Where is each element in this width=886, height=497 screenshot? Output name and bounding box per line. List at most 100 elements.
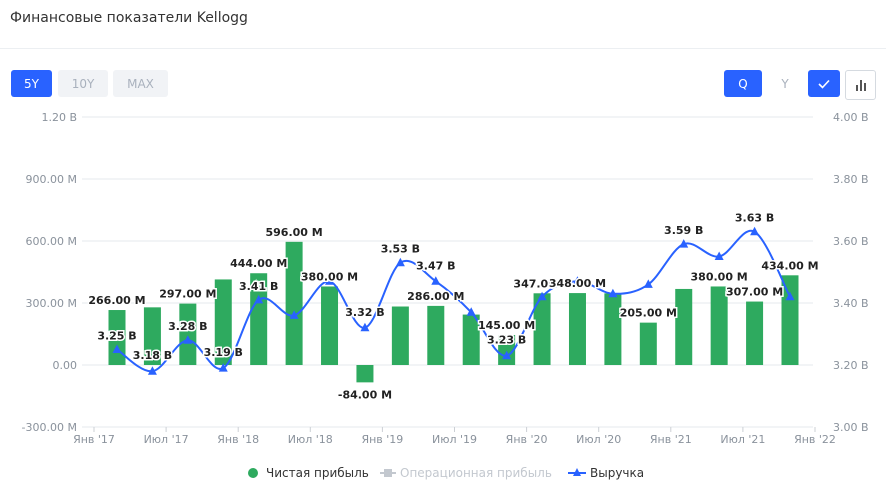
bar-value-label: 286.00 M xyxy=(407,290,464,303)
net-income-bar xyxy=(214,279,232,365)
net-income-bar xyxy=(781,275,799,365)
range-max-button[interactable]: MAX xyxy=(113,70,168,97)
legend-net-income-label: Чистая прибыль xyxy=(266,466,369,480)
net-income-bars xyxy=(108,241,799,383)
net-income-bar xyxy=(604,293,622,365)
data-labels: 266.00 M 297.00 M 444.00 M 596.00 M 380.00 M… xyxy=(87,210,820,403)
x-tick-label: Июл '19 xyxy=(432,433,477,446)
range-5y-button[interactable]: 5Y xyxy=(11,70,52,97)
y-left-tick-label: 600.00 M xyxy=(26,235,77,248)
y-right-tick-label: 3.60 B xyxy=(833,235,869,248)
revenue-series-line xyxy=(116,229,791,373)
revenue-point xyxy=(325,276,335,285)
revenue-line xyxy=(112,226,795,375)
x-tick-label: Июл '18 xyxy=(288,433,333,446)
bar-value-label: 348.00 M xyxy=(549,277,606,290)
revenue-point xyxy=(572,276,582,285)
bar-value-label: 380.00 M xyxy=(691,270,748,283)
period-yearly-button[interactable]: Y xyxy=(767,70,803,97)
bar-value-label: 347.00 M xyxy=(513,277,570,290)
revenue-value-label: 3.32 B xyxy=(345,306,384,319)
bar-value-label: 266.00 M xyxy=(88,294,145,307)
revenue-value-label: 3.53 B xyxy=(381,243,420,256)
bar-value-label: -84.00 M xyxy=(338,388,392,401)
x-tick-label: Янв '20 xyxy=(506,433,548,446)
legend: Чистая прибыль Операционная прибыль Выру… xyxy=(0,466,886,486)
net-income-bar xyxy=(108,310,126,365)
revenue-value-label: 3.23 B xyxy=(487,334,526,347)
revenue-value-label: 3.47 B xyxy=(416,259,455,272)
net-income-bar xyxy=(321,286,339,365)
bar-chart-icon xyxy=(855,80,866,91)
y-right-tick-label: 3.00 B xyxy=(833,421,869,434)
revenue-point xyxy=(643,279,653,288)
header-divider xyxy=(0,48,886,49)
net-income-bar xyxy=(746,301,764,365)
check-toggle-button[interactable] xyxy=(808,70,840,97)
legend-net-income[interactable]: Чистая прибыль xyxy=(246,466,369,480)
revenue-point xyxy=(112,344,122,353)
revenue-point xyxy=(218,363,228,372)
bar-value-label: 380.00 M xyxy=(301,270,358,283)
chart-type-button[interactable] xyxy=(845,70,876,100)
net-income-bar xyxy=(179,303,197,365)
net-income-bar xyxy=(391,306,409,365)
legend-revenue-label: Выручка xyxy=(590,466,645,480)
revenue-point xyxy=(608,288,618,298)
revenue-point xyxy=(750,226,760,236)
blue-triangle-line-icon xyxy=(568,468,586,476)
bar-value-label: 434.00 M xyxy=(761,259,818,272)
net-income-bar xyxy=(498,335,516,365)
legend-revenue[interactable]: Выручка xyxy=(568,466,644,480)
bar-value-label: 444.00 M xyxy=(230,257,287,270)
net-income-bar xyxy=(356,365,374,383)
revenue-point xyxy=(289,310,299,319)
bar-value-label: 307.00 M xyxy=(726,286,783,299)
y-left-tick-label: 1.20 B xyxy=(41,111,77,124)
net-income-bar xyxy=(533,293,551,365)
page-title: Финансовые показатели Kellogg xyxy=(10,10,248,26)
revenue-point xyxy=(183,335,193,344)
y-right-tick-label: 3.80 B xyxy=(833,173,869,186)
net-income-bar xyxy=(285,241,303,365)
revenue-point xyxy=(714,251,724,260)
net-income-bar xyxy=(250,273,268,365)
legend-operating-income[interactable]: Операционная прибыль xyxy=(380,466,552,480)
revenue-point xyxy=(254,294,264,304)
net-income-bar xyxy=(143,307,161,365)
y-left-tick-label: 0.00 xyxy=(53,359,78,372)
revenue-point xyxy=(466,307,476,316)
period-quarterly-button[interactable]: Q xyxy=(724,70,762,97)
net-income-bar xyxy=(710,286,728,365)
legend-operating-income-label: Операционная прибыль xyxy=(400,466,552,480)
y-right-tick-label: 4.00 B xyxy=(833,111,869,124)
x-tick-label: Янв '19 xyxy=(361,433,403,446)
x-tick-label: Июл '17 xyxy=(144,433,189,446)
net-income-bar xyxy=(639,322,657,365)
y-left-tick-label: -300.00 M xyxy=(22,421,77,434)
revenue-point xyxy=(431,276,441,285)
x-tick-label: Июл '20 xyxy=(576,433,621,446)
green-dot-icon xyxy=(248,468,258,478)
y-left-tick-label: 300.00 M xyxy=(26,297,77,310)
revenue-value-label: 3.25 B xyxy=(97,330,136,343)
revenue-value-label: 3.19 B xyxy=(204,346,243,359)
revenue-point xyxy=(147,366,157,375)
revenue-point xyxy=(360,322,370,332)
revenue-point xyxy=(785,291,795,301)
financials-chart: 266.00 M 297.00 M 444.00 M 596.00 M 380.00 M… xyxy=(22,111,869,446)
x-tick-label: Янв '22 xyxy=(794,433,836,446)
revenue-point xyxy=(679,239,689,248)
revenue-point xyxy=(537,291,547,301)
revenue-value-label: 3.28 B xyxy=(168,320,207,333)
revenue-point xyxy=(395,257,405,267)
net-income-bar xyxy=(427,305,445,365)
check-icon xyxy=(818,79,830,89)
revenue-value-label: 3.59 B xyxy=(664,224,703,237)
x-tick-label: Янв '17 xyxy=(73,433,115,446)
bar-value-label: 596.00 M xyxy=(265,226,322,239)
range-10y-button[interactable]: 10Y xyxy=(58,70,108,97)
gray-square-line-icon xyxy=(380,469,396,477)
revenue-value-label: 3.63 B xyxy=(735,212,774,225)
revenue-value-label: 3.18 B xyxy=(133,349,172,362)
